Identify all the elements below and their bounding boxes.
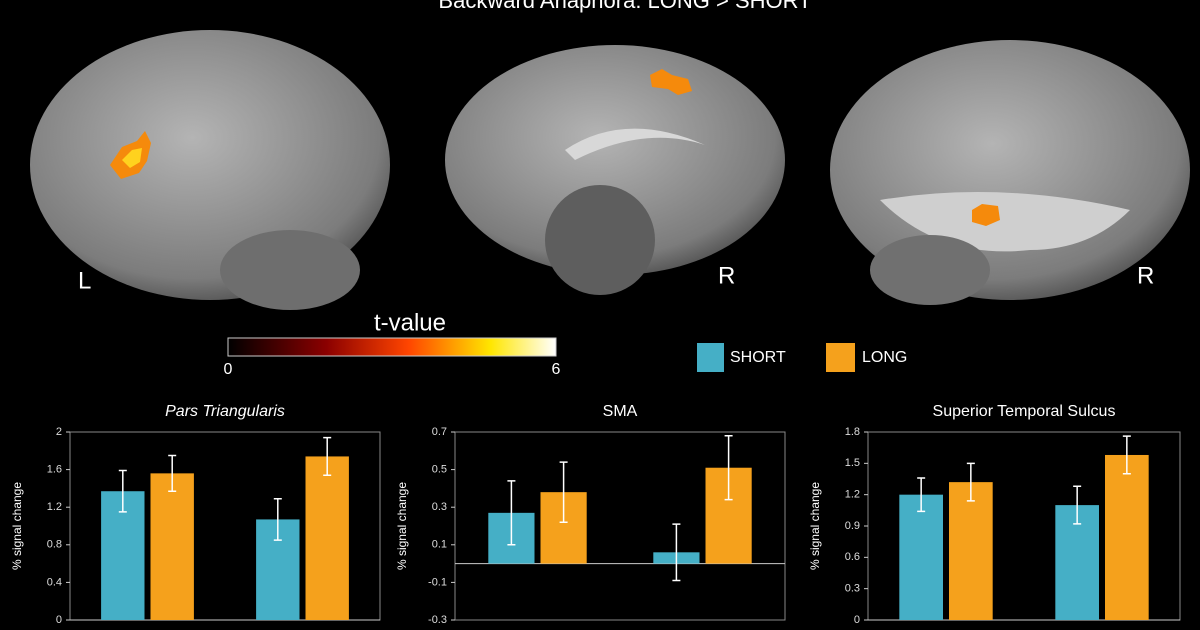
error-bar	[1073, 485, 1082, 525]
brain-left	[30, 30, 390, 310]
y-axis-label: % signal change	[808, 482, 822, 570]
y-tick-label: 2	[56, 426, 62, 438]
error-bar	[323, 436, 332, 476]
y-tick-label: 0.6	[845, 551, 860, 563]
hemisphere-label: R	[1137, 262, 1154, 289]
bar	[899, 494, 943, 620]
colorbar-min: 0	[224, 361, 233, 378]
y-tick-label: 0.7	[432, 426, 447, 438]
hemisphere-label: L	[78, 267, 91, 294]
y-tick-label: 1.8	[845, 426, 860, 438]
error-bar	[168, 454, 177, 492]
legend-swatch	[697, 343, 724, 372]
y-axis-label: % signal change	[395, 482, 409, 570]
brain-medial	[445, 45, 785, 295]
bar	[305, 456, 349, 620]
error-bar	[1122, 435, 1131, 475]
bar	[150, 473, 194, 620]
y-tick-label: 0.3	[845, 583, 860, 595]
y-tick-label: 0.4	[47, 576, 62, 588]
chart-title: Superior Temporal Sulcus	[933, 403, 1116, 420]
error-bar	[273, 497, 282, 541]
hemisphere-label: R	[718, 262, 735, 289]
y-tick-label: -0.3	[428, 614, 447, 626]
error-bar	[559, 461, 568, 523]
bar	[1105, 454, 1149, 620]
colorbar-label: t-value	[374, 309, 446, 336]
y-tick-label: 0	[56, 614, 62, 626]
y-tick-label: 0.1	[432, 539, 447, 551]
legend-label: LONG	[862, 349, 907, 366]
y-tick-label: 0.5	[432, 464, 447, 476]
colorbar-max: 6	[552, 361, 561, 378]
y-tick-label: 1.2	[845, 489, 860, 501]
plot-frame	[454, 431, 786, 621]
error-bar	[917, 477, 926, 513]
legend-swatch	[826, 343, 855, 372]
y-tick-label: 1.2	[47, 501, 62, 513]
y-tick-label: -0.1	[428, 576, 447, 588]
figure-title: Backward Anaphora: LONG > SHORT	[438, 0, 811, 13]
error-bar	[507, 480, 516, 546]
error-bar	[966, 462, 975, 502]
bar	[101, 491, 145, 620]
bar	[949, 482, 993, 620]
chart-title: SMA	[603, 403, 638, 420]
brain-right	[830, 40, 1190, 305]
y-tick-label: 0	[854, 614, 860, 626]
y-tick-label: 0.8	[47, 539, 62, 551]
error-bar	[118, 469, 127, 513]
colorbar	[227, 337, 557, 357]
y-tick-label: 0.3	[432, 501, 447, 513]
chart-title: Pars Triangularis	[165, 403, 285, 420]
y-tick-label: 0.9	[845, 520, 860, 532]
y-axis-label: % signal change	[10, 482, 24, 570]
error-bar	[672, 523, 681, 582]
error-bar	[724, 435, 733, 501]
y-tick-label: 1.6	[47, 464, 62, 476]
legend-label: SHORT	[730, 349, 786, 366]
y-tick-label: 1.5	[845, 457, 860, 469]
